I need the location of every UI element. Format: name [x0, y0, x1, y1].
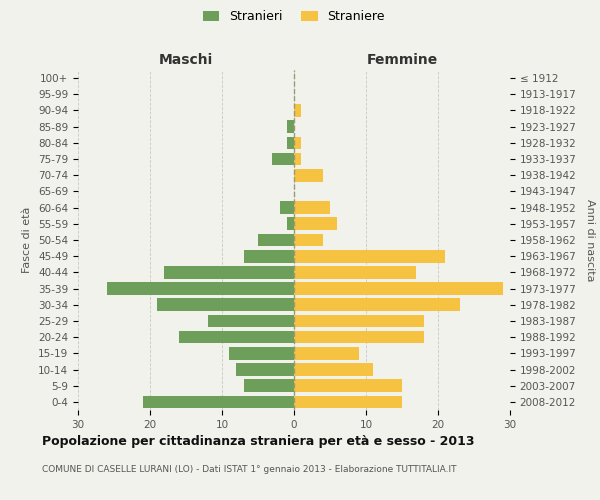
Bar [157, 298, 294, 311]
Bar [244, 250, 294, 262]
Y-axis label: Anni di nascita: Anni di nascita [585, 198, 595, 281]
Bar [294, 282, 503, 295]
Bar [294, 380, 402, 392]
Bar [258, 234, 294, 246]
Bar [294, 234, 323, 246]
Bar [164, 266, 294, 278]
Bar [294, 266, 416, 278]
Bar [294, 250, 445, 262]
Bar [294, 298, 460, 311]
Bar [179, 331, 294, 344]
Bar [294, 331, 424, 344]
Text: COMUNE DI CASELLE LURANI (LO) - Dati ISTAT 1° gennaio 2013 - Elaborazione TUTTIT: COMUNE DI CASELLE LURANI (LO) - Dati IST… [42, 465, 457, 474]
Bar [294, 104, 301, 117]
Bar [294, 218, 337, 230]
Bar [143, 396, 294, 408]
Bar [244, 380, 294, 392]
Text: Maschi: Maschi [159, 54, 213, 68]
Bar [294, 136, 301, 149]
Bar [107, 282, 294, 295]
Legend: Stranieri, Straniere: Stranieri, Straniere [199, 6, 389, 26]
Bar [208, 314, 294, 328]
Bar [280, 202, 294, 214]
Bar [272, 152, 294, 166]
Bar [229, 347, 294, 360]
Bar [294, 202, 330, 214]
Bar [294, 152, 301, 166]
Bar [287, 218, 294, 230]
Bar [294, 347, 359, 360]
Bar [236, 363, 294, 376]
Text: Popolazione per cittadinanza straniera per età e sesso - 2013: Popolazione per cittadinanza straniera p… [42, 435, 475, 448]
Bar [294, 169, 323, 181]
Y-axis label: Fasce di età: Fasce di età [22, 207, 32, 273]
Bar [287, 120, 294, 133]
Bar [294, 314, 424, 328]
Text: Femmine: Femmine [367, 54, 437, 68]
Bar [287, 136, 294, 149]
Bar [294, 363, 373, 376]
Bar [294, 396, 402, 408]
